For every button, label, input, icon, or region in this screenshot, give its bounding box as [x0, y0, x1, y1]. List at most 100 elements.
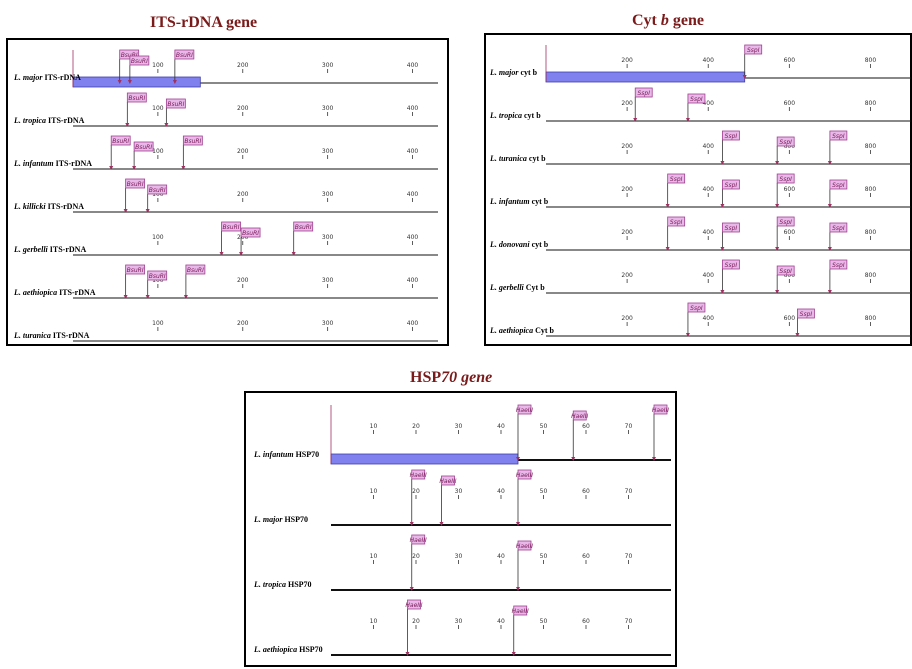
hsp-tick-label: 20	[412, 423, 420, 430]
cyt-row-label-species: L. tropica	[489, 111, 522, 120]
hsp-tick-label: 30	[455, 553, 463, 560]
cyt-enzyme-box	[776, 173, 795, 184]
hsp-enzyme-label: HaeIII	[516, 472, 533, 479]
hsp-enzyme-box	[517, 540, 532, 551]
its-site-marker	[181, 166, 186, 170]
hsp-selected-region-bar	[330, 453, 519, 465]
cyt-enzyme-box	[776, 265, 795, 276]
cyt-enzyme-box	[829, 179, 848, 190]
cyt-tick-label: 800	[865, 143, 877, 150]
its-site-marker	[132, 166, 137, 170]
its-enzyme-box	[129, 55, 150, 66]
cyt-row-label: L. major cyt b	[489, 68, 538, 77]
its-enzyme-label: BsuRI	[223, 224, 240, 231]
its-site-marker	[219, 252, 224, 256]
its-row-label: L. killicki ITS-rDNA	[13, 202, 84, 211]
cyt-site-marker	[775, 204, 780, 208]
hsp-row-label-gene: HSP70	[297, 645, 323, 654]
hsp-row-label-gene: HSP70	[282, 515, 308, 524]
cyt-tick-label: 200	[621, 272, 633, 279]
cyt-site-marker	[742, 75, 747, 79]
hsp-tick-label: 40	[497, 553, 505, 560]
hsp-tick-label: 50	[540, 618, 548, 625]
its-row-label-gene: ITS-rDNA	[51, 331, 90, 340]
its-tick-label: 100	[152, 105, 164, 112]
cyt-enzyme-label: SspI	[725, 225, 738, 232]
cyt-tick-label: 600	[784, 229, 796, 236]
cyt-row-3: 200 400 600 800 SspI SspI SspI SspI L. infantum …	[489, 173, 911, 208]
its-title-text: ITS-rDNA gene	[150, 14, 258, 31]
its-site-marker	[109, 166, 114, 170]
its-tick-label: 200	[237, 148, 249, 155]
its-row-label-species: L. infantum	[13, 159, 54, 168]
its-enzyme-label: BsuRI	[167, 101, 184, 108]
its-panel: 100 200 300 400 BsuRI BsuRI BsuRI L. major ITS-…	[6, 38, 449, 346]
hsp-tick-label: 60	[582, 488, 590, 495]
cyt-row-4: 200 400 600 800 SspI SspI SspI SspI L. donovani …	[489, 216, 911, 251]
cyt-enzyme-label: SspI	[800, 311, 813, 318]
cyt-tick-label: 800	[865, 229, 877, 236]
hsp-row-3: 10 20 30 40 50 60 70 HaeIII HaeIII L. aethiopica …	[253, 599, 671, 656]
cyt-tick-label: 200	[621, 229, 633, 236]
its-enzyme-label: BsuRI	[128, 95, 145, 102]
its-site-marker	[117, 80, 122, 84]
its-enzyme-label: BsuRI	[242, 230, 259, 237]
hsp-tick-label: 20	[412, 488, 420, 495]
hsp-site-marker	[516, 457, 520, 461]
its-site-marker	[183, 295, 188, 299]
hsp-row-label-gene: HSP70	[286, 580, 312, 589]
hsp-site-marker	[405, 652, 410, 656]
hsp-enzyme-box	[517, 404, 532, 415]
cyt-enzyme-label: SspI	[779, 139, 792, 146]
its-row-label-gene: ITS-rDNA	[54, 159, 93, 168]
its-tick-label: 200	[237, 320, 249, 327]
cyt-tick-label: 800	[865, 272, 877, 279]
cyt-row-label: L. aethiopica Cyt b	[489, 326, 555, 335]
its-tick-label: 300	[322, 191, 334, 198]
its-enzyme-box	[133, 141, 154, 152]
cyt-enzyme-box	[667, 173, 686, 184]
hsp-enzyme-box	[653, 404, 668, 415]
cyt-tick-label: 600	[784, 100, 796, 107]
cyt-tick-label: 600	[784, 315, 796, 322]
cyt-title: Cyt b gene	[632, 12, 704, 30]
its-site-marker	[239, 252, 244, 256]
cyt-enzyme-label: SspI	[779, 268, 792, 275]
hsp-enzyme-label: HaeIII	[405, 602, 422, 609]
its-row-label: L. aethiopica ITS-rDNA	[13, 288, 96, 297]
cyt-row-label-species: L. donovani	[489, 240, 530, 249]
its-row-6: 100 200 300 400 L. turanica ITS-rDNA	[13, 320, 438, 342]
its-enzyme-label: BsuRI	[135, 144, 152, 151]
its-enzyme-label: BsuRI	[121, 52, 138, 59]
hsp-site-marker	[409, 522, 414, 526]
its-row-label-gene: ITS-rDNA	[42, 73, 81, 82]
cyt-row-label-gene: cyt b	[530, 197, 549, 206]
cyt-site-marker	[775, 247, 780, 251]
cyt-enzyme-box	[722, 259, 740, 270]
its-row-label: L. major ITS-rDNA	[13, 73, 81, 82]
cyt-enzyme-label: SspI	[779, 219, 792, 226]
hsp-tick-label: 40	[497, 423, 505, 430]
its-tick-label: 100	[152, 148, 164, 155]
hsp-tick-label: 50	[540, 488, 548, 495]
its-row-label: L. gerbelli ITS-rDNA	[13, 245, 86, 254]
hsp-title: HSP70 gene	[410, 369, 492, 387]
its-tick-label: 400	[407, 105, 419, 112]
cyt-enzyme-label: SspI	[832, 133, 845, 140]
hsp-enzyme-label: HaeIII	[512, 608, 529, 615]
cyt-row-label: L. gerbelli Cyt b	[489, 283, 545, 292]
cyt-enzyme-box	[744, 44, 763, 55]
cyt-row-6: 200 400 600 800 SspI SspI L. aethiopica Cyt b	[489, 302, 911, 337]
its-enzyme-label: BsuRI	[149, 187, 166, 194]
its-row-3: 100 200 300 400 BsuRI BsuRI L. killicki ITS-rD…	[13, 178, 438, 213]
its-enzyme-box	[119, 49, 140, 60]
hsp-tick-label: 70	[625, 488, 633, 495]
hsp-row-label-species: L. tropica	[253, 580, 286, 589]
hsp-tick-label: 60	[582, 423, 590, 430]
its-enzyme-label: BsuRI	[131, 58, 148, 65]
cyt-site-marker	[827, 247, 832, 251]
cyt-site-marker	[775, 161, 780, 165]
cyt-tick-label: 200	[621, 186, 633, 193]
its-tick-label: 400	[407, 148, 419, 155]
its-enzyme-box	[182, 135, 203, 146]
